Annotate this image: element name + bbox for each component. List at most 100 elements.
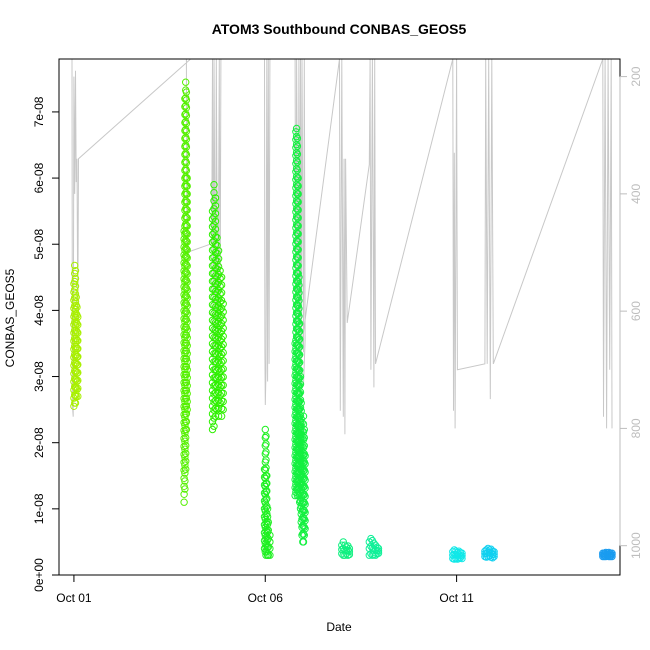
data-point: [219, 340, 227, 349]
data-point: [216, 267, 224, 275]
point-series-1: [180, 78, 191, 506]
data-point: [301, 476, 309, 484]
data-point: [183, 190, 191, 198]
x-axis: Oct 01 Oct 06 Oct 11: [56, 574, 474, 605]
data-point: [217, 281, 226, 289]
data-point: [294, 198, 302, 206]
data-point: [219, 373, 227, 381]
data-point: [217, 412, 226, 420]
data-point: [74, 384, 82, 393]
data-point: [71, 321, 80, 329]
data-point: [182, 119, 191, 128]
data-point: [292, 261, 301, 269]
data-point: [182, 425, 191, 434]
data-point: [71, 298, 80, 306]
data-point: [182, 363, 191, 371]
data-point: [301, 508, 309, 517]
data-point: [214, 247, 223, 255]
data-point: [490, 552, 498, 561]
data-point: [217, 304, 226, 312]
data-point: [73, 377, 81, 386]
x-axis-label: Date: [326, 620, 352, 634]
data-point: [263, 479, 271, 488]
data-point: [72, 293, 80, 301]
data-point: [183, 310, 191, 318]
data-point: [182, 386, 191, 394]
data-point: [71, 267, 80, 275]
y2-tick-label: 400: [629, 184, 643, 204]
data-point: [181, 405, 189, 413]
data-point: [182, 441, 190, 450]
data-point: [211, 209, 220, 218]
data-point: [219, 397, 227, 406]
y-tick-label: 3e-08: [32, 361, 46, 392]
data-point: [292, 269, 301, 277]
data-point: [298, 419, 306, 427]
data-point: [181, 453, 189, 461]
data-point: [181, 118, 189, 127]
data-point: [71, 290, 80, 298]
data-point: [262, 448, 270, 456]
point-series-2: [208, 181, 227, 434]
data-point: [182, 355, 191, 363]
data-point: [210, 422, 218, 430]
data-point: [295, 304, 303, 313]
data-point: [74, 376, 82, 385]
data-point: [374, 549, 383, 557]
data-point: [295, 359, 303, 367]
data-point: [296, 380, 305, 388]
point-series-3: [260, 425, 274, 559]
data-point: [73, 336, 81, 344]
data-point: [182, 370, 191, 379]
y-tick-label: 7e-08: [32, 96, 46, 127]
data-point: [182, 229, 191, 238]
data-point: [301, 460, 309, 468]
data-point: [458, 554, 466, 563]
data-point: [182, 402, 191, 410]
y-axis-label: CONBAS_GEOS5: [3, 268, 17, 367]
data-point: [296, 351, 304, 359]
data-point: [294, 254, 302, 262]
data-point: [183, 246, 191, 254]
y2-axis-pressure: 200 400 600 800 1000: [619, 66, 643, 559]
data-point: [295, 336, 303, 344]
data-point: [295, 281, 303, 289]
y-axis: 0e+00 1e-08 2e-08 3e-08 4e-08 5e-08 6e-08 7e-08: [32, 96, 60, 592]
data-point: [263, 472, 271, 480]
data-point: [182, 111, 191, 120]
data-point: [183, 326, 191, 334]
data-point: [214, 404, 223, 413]
data-point: [182, 449, 190, 458]
data-point: [296, 343, 304, 351]
data-point: [296, 335, 304, 343]
data-point: [183, 206, 191, 214]
data-point: [213, 233, 221, 242]
data-point: [183, 302, 191, 310]
data-point: [292, 236, 301, 245]
data-point: [183, 350, 191, 358]
data-point: [262, 487, 270, 496]
data-point: [293, 134, 302, 143]
data-point: [301, 468, 309, 476]
y-tick-label: 5e-08: [32, 229, 46, 260]
data-point: [263, 512, 272, 521]
data-point: [262, 456, 270, 464]
data-point: [182, 245, 191, 253]
data-point: [296, 411, 305, 420]
data-point: [263, 525, 271, 533]
data-point: [183, 262, 191, 270]
data-point: [74, 360, 82, 369]
data-point: [180, 490, 188, 498]
data-point: [301, 492, 309, 501]
data-point: [73, 328, 81, 336]
data-point: [183, 254, 191, 262]
data-point: [296, 396, 305, 404]
data-point: [297, 399, 305, 407]
data-point: [181, 110, 189, 119]
data-point: [294, 278, 302, 286]
data-point: [211, 217, 220, 226]
data-point: [219, 300, 227, 308]
data-point: [296, 372, 305, 381]
data-point: [295, 343, 303, 352]
data-point: [219, 316, 227, 324]
